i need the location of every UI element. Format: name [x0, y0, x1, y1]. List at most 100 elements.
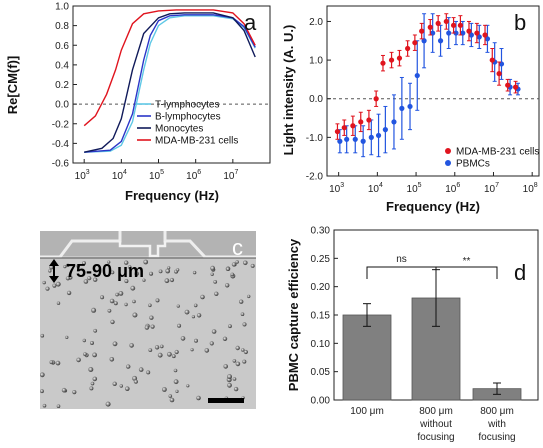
panel-b-x-tick-exponent: 4	[379, 182, 383, 189]
cell-particle	[109, 298, 115, 304]
cell-particle	[243, 260, 248, 266]
panel-b-point-1	[407, 103, 413, 110]
panel-a-series-line-0	[84, 15, 256, 153]
cell-particle	[194, 338, 198, 343]
panel-d-y-tick-label: 0.10	[311, 339, 331, 350]
cell-particle	[175, 389, 179, 393]
cell-particle	[191, 315, 195, 319]
cell-particle	[66, 290, 72, 296]
cell-particle	[49, 265, 54, 270]
panel-b-point-0	[443, 18, 449, 25]
cell-particle	[42, 280, 46, 285]
panel-b-point-1	[368, 134, 374, 140]
panel-b-legend-marker-1	[445, 160, 451, 166]
panel-a-legend-label-3: MDA-MB-231 cells	[155, 136, 238, 147]
cell-particle	[157, 352, 163, 358]
panel-a-x-tick-exponent: 4	[123, 169, 127, 176]
cell-particle	[110, 270, 115, 275]
cell-particle	[115, 292, 119, 297]
cell-particle	[56, 301, 61, 305]
cell-particle	[113, 301, 118, 306]
panel-b-point-0	[435, 20, 441, 26]
cell-particle	[105, 401, 111, 407]
cell-particle	[112, 381, 117, 386]
cell-particle	[92, 352, 97, 358]
panel-b-y-axis-label: Light intensity (A. U.)	[281, 25, 296, 156]
panel-a-x-tick-exponent: 7	[234, 169, 238, 176]
cell-particle	[186, 384, 190, 388]
panel-d-y-ticks: 0.00 0.05 0.10 0.15 0.20 0.25 0.30	[311, 226, 338, 407]
panel-d-category-label: without	[419, 419, 452, 430]
cell-particle	[124, 260, 129, 265]
panel-b-point-1	[468, 32, 474, 38]
cell-particle	[190, 348, 194, 352]
cell-particle	[232, 359, 237, 363]
cell-particle	[42, 403, 47, 408]
panel-a-x-tick-label: 107	[223, 169, 238, 182]
cell-particle	[91, 307, 97, 313]
panel-b-point-0	[512, 84, 519, 90]
cell-particle	[192, 270, 197, 275]
cell-particle	[177, 323, 182, 328]
panel-a-legend-label-2: Monocytes	[155, 124, 203, 135]
cell-particle	[126, 364, 131, 369]
cell-particle	[225, 283, 230, 288]
panel-b-legend-marker-0	[445, 148, 451, 154]
cell-particle	[227, 374, 232, 380]
panel-b-point-0	[388, 57, 395, 63]
panel-b-x-tick-label: 106	[445, 182, 460, 195]
panel-b-x-tick-label: 104	[368, 182, 383, 195]
cell-particle	[243, 349, 248, 355]
panel-d-category-label: focusing	[478, 432, 515, 443]
panel-a-x-tick-exponent: 3	[86, 169, 90, 176]
panel-a-y-tick-label: -0.4	[52, 139, 70, 150]
panel-b-point-0	[482, 32, 488, 38]
cell-particle	[124, 302, 128, 307]
cell-particle	[176, 304, 180, 308]
cell-particle	[119, 384, 124, 388]
panel-b-point-1	[414, 72, 420, 79]
cell-particle	[149, 271, 154, 276]
cell-particle	[132, 299, 136, 304]
panel-b-point-1	[375, 132, 382, 139]
cell-particle	[92, 376, 98, 382]
cell-particle	[149, 315, 154, 320]
panel-b-point-0	[489, 57, 495, 63]
cell-particle	[200, 294, 205, 300]
cell-particle	[93, 328, 98, 333]
cell-particle	[130, 285, 136, 291]
panel-a-y-tick-label: -0.2	[52, 119, 70, 130]
cell-particle	[90, 341, 94, 345]
panel-d-category-label: with	[487, 419, 506, 430]
cell-particle	[165, 268, 171, 274]
panel-d-star-bracket	[436, 266, 498, 279]
panel-b-label: b	[514, 10, 526, 35]
cell-particle	[109, 357, 115, 362]
cell-particle	[65, 276, 70, 281]
cell-particle	[168, 394, 173, 398]
panel-b-data-points	[334, 13, 521, 158]
panel-b-point-0	[496, 71, 502, 77]
cell-particle	[134, 271, 139, 276]
panel-d-bar-0	[342, 314, 392, 401]
panel-c-label: c	[232, 235, 243, 260]
cell-particle	[125, 386, 130, 392]
panel-b-legend-label-0: MDA-MB-231 cells	[456, 147, 539, 158]
panel-b-point-0	[450, 22, 457, 28]
panel-a-x-ticks: 103 104 105 106 107	[75, 159, 238, 182]
panel-b-point-0	[366, 117, 372, 123]
panel-d-significance-brackets: ns **	[366, 254, 498, 279]
panel-d-category-label: 800 μm	[480, 406, 514, 417]
cell-particle	[242, 359, 247, 364]
panel-b-point-0	[396, 55, 403, 61]
cell-particle	[169, 277, 175, 283]
panel-d-category-labels: 100 μm 800 μm without focusing 800 μm with foc…	[350, 406, 515, 443]
panel-b-point-1	[421, 38, 427, 44]
cell-particle	[89, 386, 94, 391]
panel-b-plot-frame	[326, 5, 540, 177]
panel-a-x-tick-label: 105	[149, 169, 164, 182]
panel-a-y-tick-label: 0.4	[55, 60, 69, 71]
cell-particles	[40, 259, 255, 409]
panel-b-point-1	[337, 138, 343, 144]
